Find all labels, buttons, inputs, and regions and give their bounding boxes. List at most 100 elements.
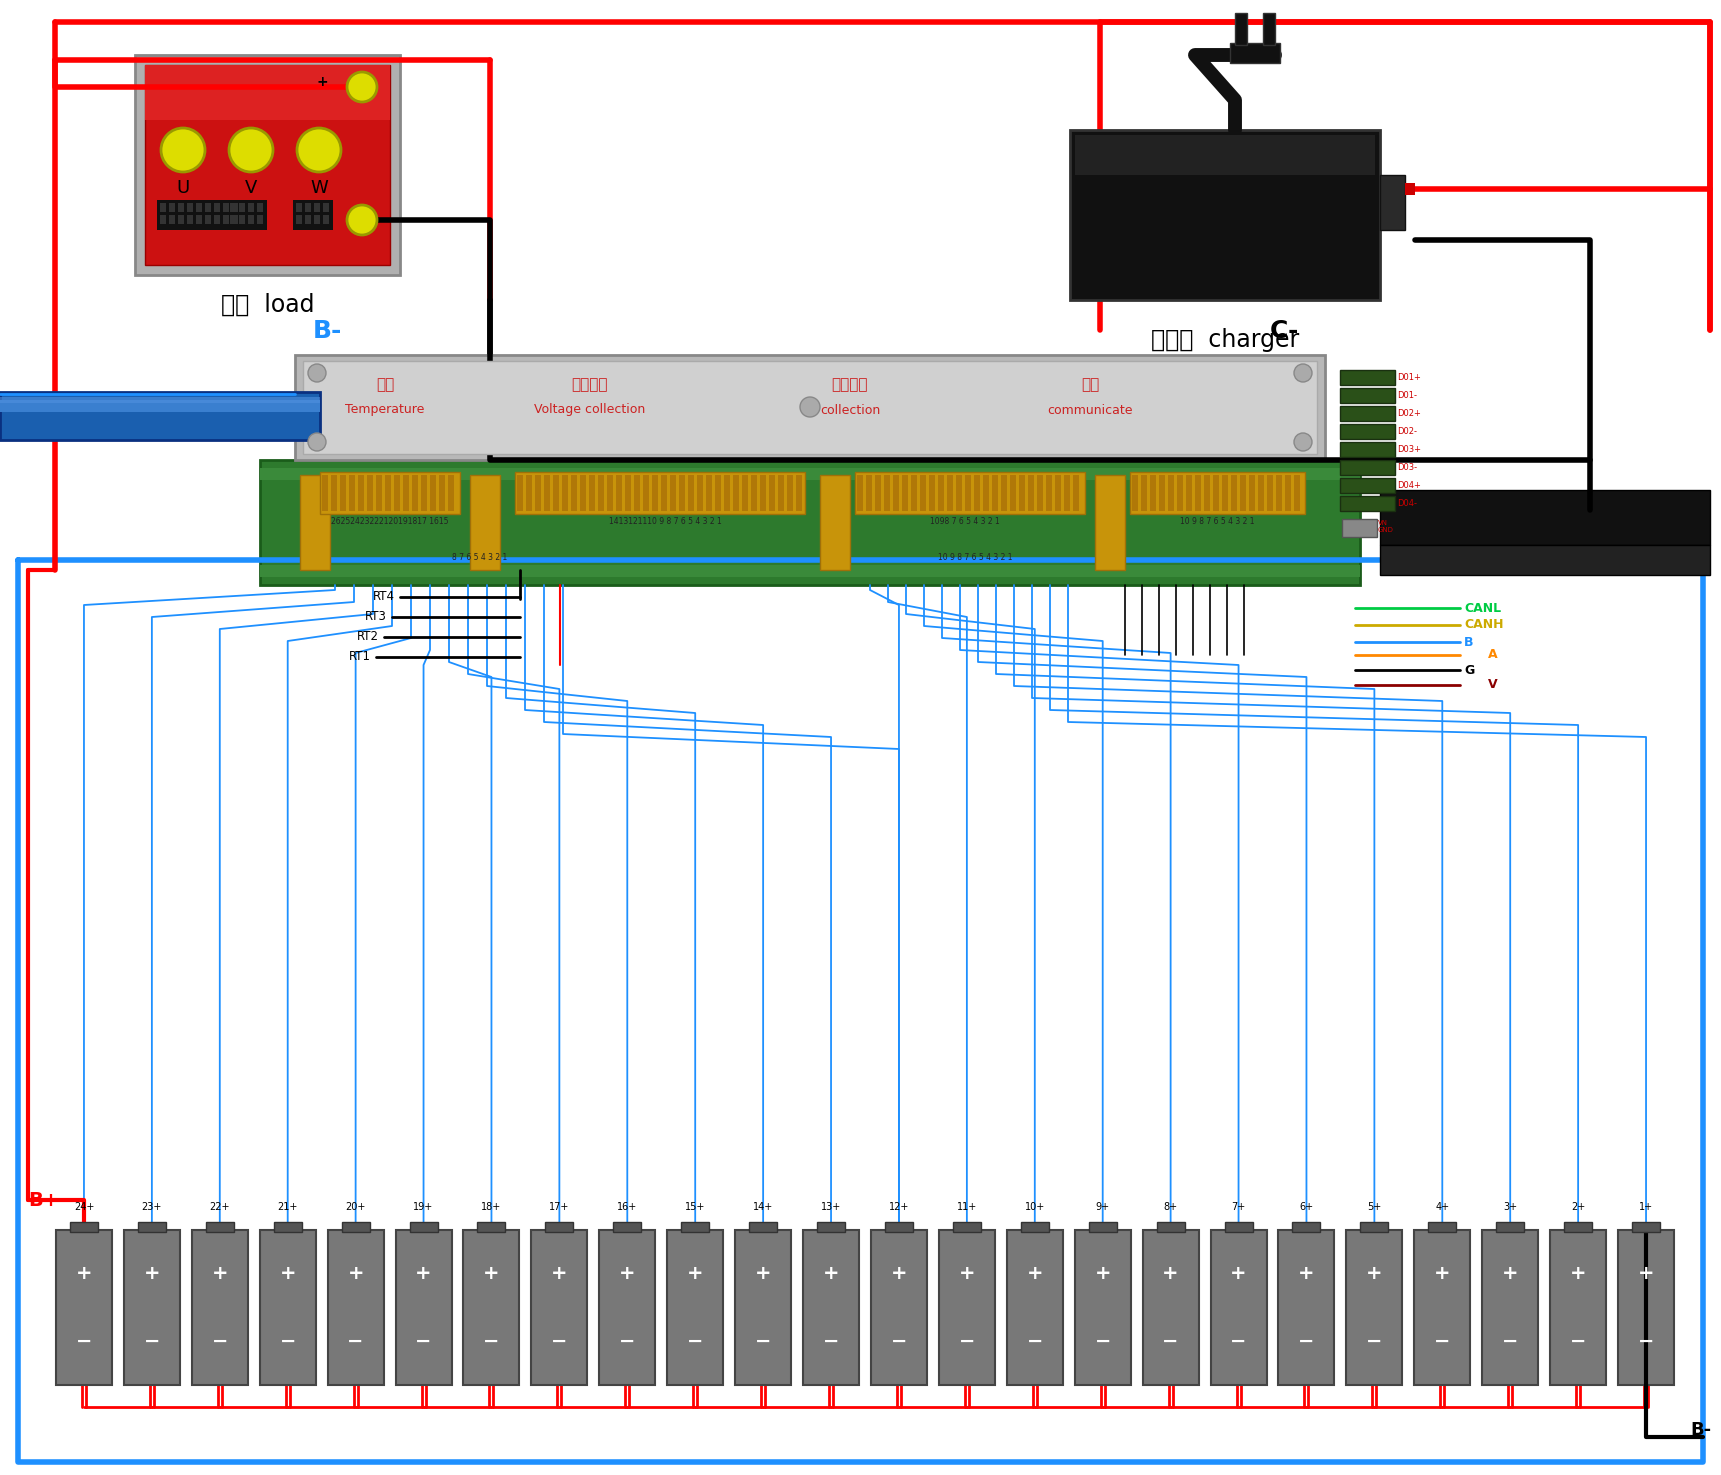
- Bar: [296, 215, 301, 224]
- Bar: [532, 1230, 587, 1385]
- Bar: [910, 475, 917, 510]
- Bar: [145, 65, 391, 119]
- Bar: [294, 355, 1325, 460]
- Text: 21+: 21+: [277, 1202, 298, 1212]
- Bar: [324, 215, 329, 224]
- Text: −: −: [76, 1332, 93, 1351]
- Text: 12+: 12+: [888, 1202, 909, 1212]
- Bar: [714, 475, 721, 510]
- Bar: [260, 460, 1360, 586]
- Text: CANL: CANL: [1465, 602, 1501, 615]
- Bar: [857, 475, 862, 510]
- Text: 7+: 7+: [1232, 1202, 1246, 1212]
- Bar: [661, 475, 668, 510]
- Bar: [750, 475, 757, 510]
- Bar: [1169, 475, 1174, 510]
- Bar: [1258, 475, 1263, 510]
- Text: RT3: RT3: [365, 611, 387, 624]
- Bar: [1150, 475, 1157, 510]
- Bar: [1095, 475, 1126, 569]
- Circle shape: [308, 364, 325, 382]
- Bar: [1551, 1230, 1606, 1385]
- Bar: [613, 1221, 642, 1232]
- Circle shape: [162, 128, 205, 173]
- Bar: [1341, 370, 1396, 385]
- Bar: [430, 475, 435, 510]
- Bar: [386, 475, 391, 510]
- Bar: [1002, 475, 1007, 510]
- Text: 26252423222120191817 1615: 26252423222120191817 1615: [330, 518, 449, 527]
- Text: 通讯: 通讯: [1081, 378, 1100, 392]
- Bar: [1342, 519, 1377, 537]
- Text: −: −: [279, 1332, 296, 1351]
- Text: −: −: [1366, 1332, 1382, 1351]
- Bar: [1341, 496, 1396, 510]
- Bar: [1360, 1221, 1389, 1232]
- Bar: [358, 475, 365, 510]
- Bar: [196, 215, 201, 224]
- Bar: [1132, 475, 1138, 510]
- Text: 24+: 24+: [74, 1202, 95, 1212]
- Text: +: +: [1162, 1264, 1179, 1283]
- Text: 8 7 6 5 4 3 2 1: 8 7 6 5 4 3 2 1: [453, 553, 508, 562]
- Bar: [742, 475, 749, 510]
- Bar: [1210, 1230, 1267, 1385]
- Text: +: +: [76, 1264, 93, 1283]
- Text: D03-: D03-: [1397, 463, 1416, 472]
- Bar: [1236, 13, 1248, 46]
- Bar: [725, 475, 730, 510]
- Bar: [921, 475, 926, 510]
- Bar: [778, 475, 785, 510]
- Text: D04-: D04-: [1397, 499, 1416, 507]
- Bar: [1072, 475, 1079, 510]
- Bar: [299, 475, 330, 569]
- Bar: [706, 475, 712, 510]
- Bar: [804, 1230, 859, 1385]
- Bar: [1205, 475, 1210, 510]
- Bar: [697, 475, 702, 510]
- Text: 2+: 2+: [1571, 1202, 1585, 1212]
- Bar: [191, 1230, 248, 1385]
- Bar: [652, 475, 657, 510]
- Text: 16+: 16+: [618, 1202, 637, 1212]
- Text: 1413121110 9 8 7 6 5 4 3 2 1: 1413121110 9 8 7 6 5 4 3 2 1: [609, 518, 721, 527]
- Text: −: −: [1298, 1332, 1315, 1351]
- Bar: [1194, 475, 1201, 510]
- Bar: [797, 475, 802, 510]
- Text: RT1: RT1: [349, 650, 372, 664]
- Bar: [160, 204, 165, 212]
- Text: +: +: [1231, 1264, 1246, 1283]
- Text: 1+: 1+: [1638, 1202, 1654, 1212]
- Bar: [1415, 1230, 1470, 1385]
- Text: +: +: [1298, 1264, 1315, 1283]
- Bar: [668, 1230, 723, 1385]
- Text: −: −: [959, 1332, 976, 1351]
- Bar: [1074, 1230, 1131, 1385]
- Bar: [516, 475, 523, 510]
- Text: −: −: [756, 1332, 771, 1351]
- Bar: [260, 1230, 315, 1385]
- Text: +: +: [1434, 1264, 1451, 1283]
- Bar: [231, 215, 236, 224]
- Text: 18+: 18+: [482, 1202, 501, 1212]
- Text: 6+: 6+: [1299, 1202, 1313, 1212]
- Bar: [1341, 460, 1396, 475]
- Bar: [597, 475, 604, 510]
- Bar: [256, 204, 263, 212]
- Bar: [974, 475, 979, 510]
- Text: D04+: D04+: [1397, 481, 1422, 490]
- Bar: [589, 475, 595, 510]
- Bar: [1070, 130, 1380, 299]
- Bar: [680, 475, 685, 510]
- Bar: [902, 475, 909, 510]
- Text: D02-: D02-: [1397, 426, 1416, 435]
- Text: 10+: 10+: [1024, 1202, 1045, 1212]
- Text: Voltage collection: Voltage collection: [535, 404, 645, 416]
- Bar: [1064, 475, 1070, 510]
- Bar: [608, 475, 613, 510]
- Text: −: −: [1638, 1332, 1654, 1351]
- Bar: [274, 1221, 301, 1232]
- Bar: [134, 55, 399, 274]
- Text: −: −: [348, 1332, 363, 1351]
- Bar: [422, 475, 427, 510]
